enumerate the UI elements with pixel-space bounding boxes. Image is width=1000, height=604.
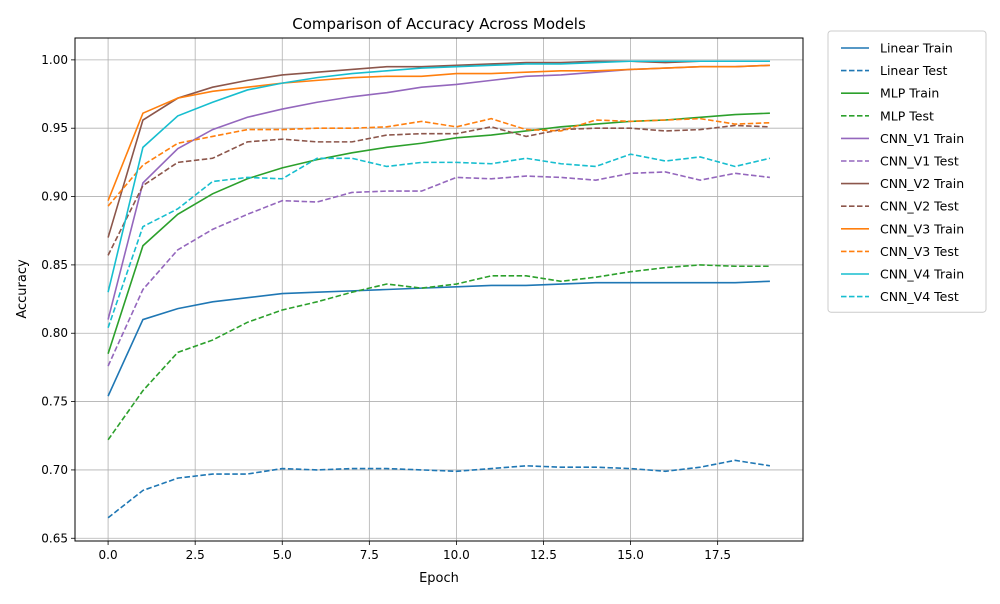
series-line-mlp-train — [107, 112, 770, 354]
plot-frame — [74, 37, 804, 542]
y-tick-label: 1.00 — [41, 53, 68, 67]
x-tick-label: 17.5 — [704, 548, 731, 562]
x-axis-label: Epoch — [419, 571, 459, 586]
series-line-linear-test — [107, 459, 771, 519]
legend-label-cnn-v1-test: CNN_V1 Test — [880, 154, 959, 169]
y-axis-label: Accuracy — [15, 259, 30, 319]
series-line-cnn-v1-test — [107, 171, 771, 367]
legend-label-cnn-v2-train: CNN_V2 Train — [880, 176, 964, 191]
y-tick-label: 0.85 — [41, 258, 68, 272]
y-tick-label: 0.70 — [41, 463, 68, 477]
legend-label-cnn-v4-test: CNN_V4 Test — [880, 289, 959, 304]
x-tick-label: 10.0 — [443, 548, 470, 562]
y-tick-label: 0.95 — [41, 121, 68, 135]
series-line-cnn-v2-train — [107, 60, 770, 238]
x-tick-label: 5.0 — [273, 548, 292, 562]
y-tick-label: 0.75 — [41, 395, 68, 409]
legend-label-cnn-v3-test: CNN_V3 Test — [880, 244, 959, 259]
y-tick-label: 0.65 — [41, 531, 68, 545]
legend-label-cnn-v4-train: CNN_V4 Train — [880, 267, 964, 282]
series-line-linear-train — [107, 280, 770, 397]
axis-ticks: 0.0 2.5 5.0 7.5 10.0 12.5 15.0 17.5 0.65 0.70 0.75… — [41, 53, 731, 562]
legend-label-cnn-v3-train: CNN_V3 Train — [880, 221, 964, 236]
series-line-cnn-v3-train — [107, 64, 770, 201]
legend: Linear Train Linear Test MLP Train MLP Test… — [827, 30, 987, 313]
x-tick-label: 15.0 — [617, 548, 644, 562]
series-line-cnn-v3-test — [107, 117, 770, 207]
legend-label-cnn-v1-train: CNN_V1 Train — [880, 131, 964, 146]
series-line-cnn-v4-train — [107, 60, 770, 293]
series-lines — [107, 60, 771, 519]
legend-label-mlp-test: MLP Test — [880, 108, 934, 123]
series-line-cnn-v2-test — [107, 124, 770, 256]
series-line-mlp-test — [107, 264, 770, 441]
x-tick-label: 12.5 — [530, 548, 557, 562]
legend-label-cnn-v2-test: CNN_V2 Test — [880, 199, 959, 214]
legend-label-mlp-train: MLP Train — [880, 86, 939, 101]
legend-label-linear-test: Linear Test — [880, 63, 948, 78]
chart-title: Comparison of Accuracy Across Models — [292, 15, 586, 33]
x-tick-label: 7.5 — [360, 548, 379, 562]
y-tick-label: 0.80 — [41, 326, 68, 340]
legend-box — [827, 30, 987, 313]
legend-label-linear-train: Linear Train — [880, 41, 953, 56]
y-tick-label: 0.90 — [41, 190, 68, 204]
x-tick-label: 2.5 — [186, 548, 205, 562]
x-tick-label: 0.0 — [99, 548, 118, 562]
series-line-cnn-v4-test — [107, 153, 771, 329]
